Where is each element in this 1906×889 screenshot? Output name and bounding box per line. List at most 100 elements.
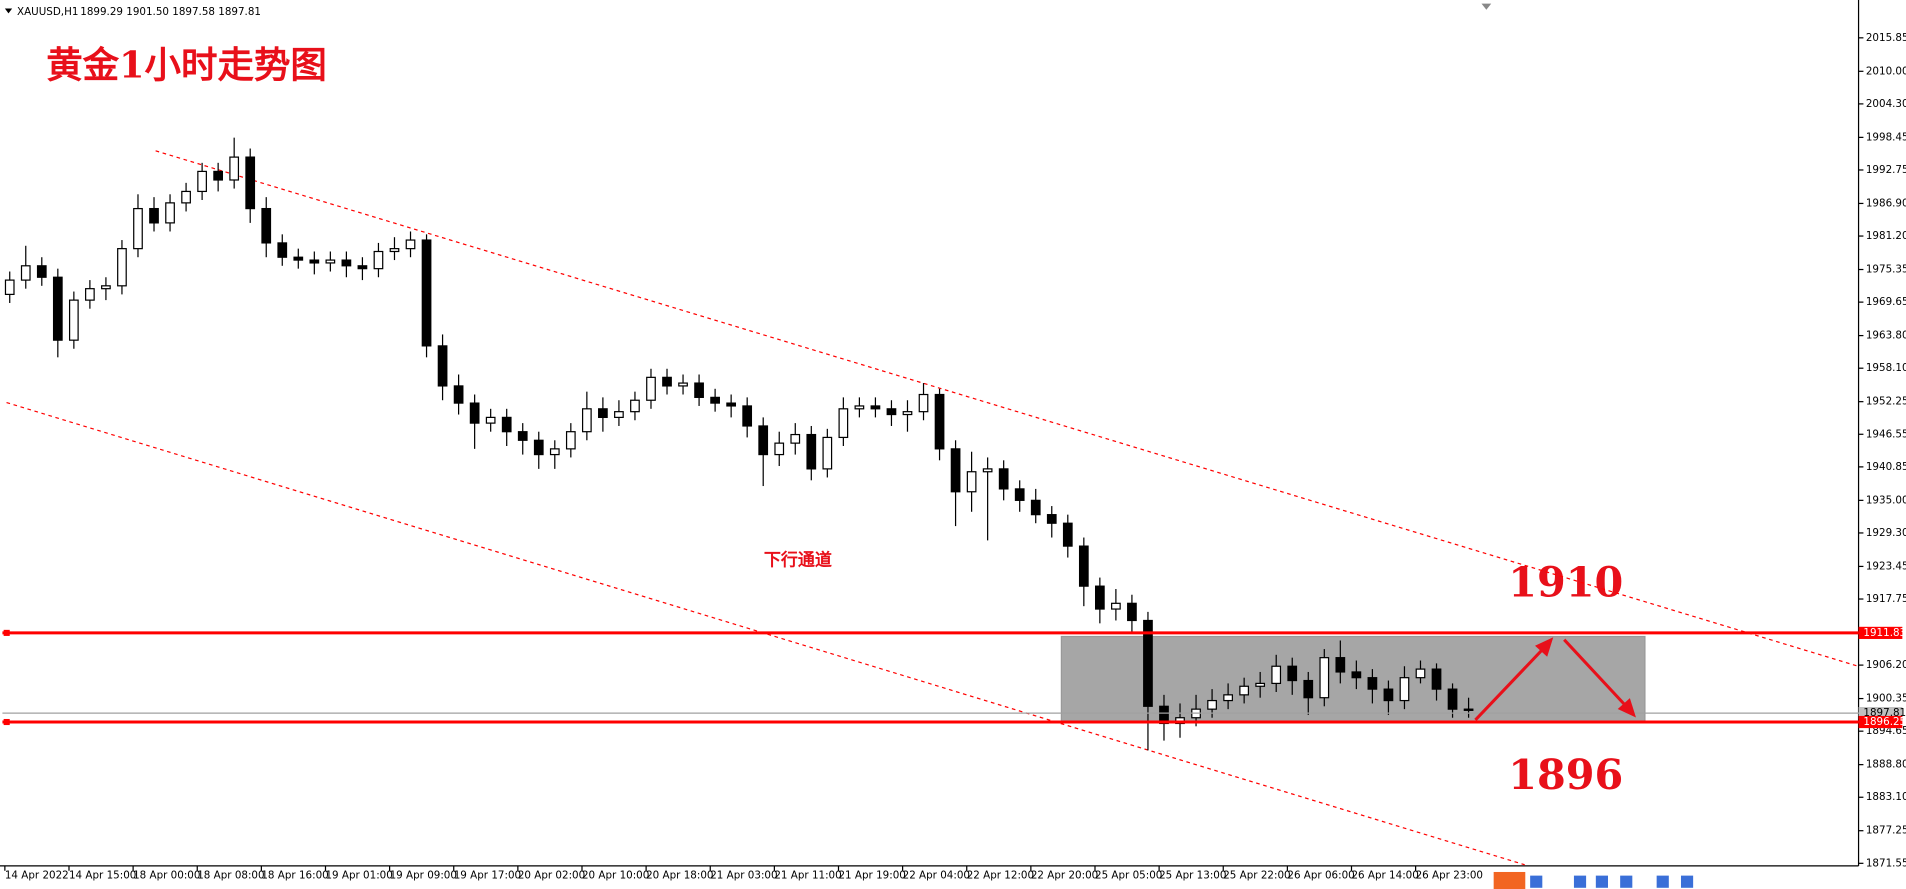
toolbar-icon[interactable] — [1493, 871, 1526, 889]
candle-body — [1447, 688, 1458, 710]
y-tick-label: 1975.35 — [1866, 264, 1906, 276]
candle-body — [4, 279, 15, 296]
candle-body — [437, 345, 448, 387]
level-handle — [3, 629, 10, 636]
y-tick-label: 1871.55 — [1866, 857, 1906, 869]
candle-body — [405, 239, 416, 250]
candle-body — [1351, 671, 1362, 679]
symbol: XAUUSD,H1 — [17, 6, 78, 18]
y-tick-label: 1969.65 — [1866, 296, 1906, 308]
candle-body — [678, 382, 688, 387]
candle-body — [790, 433, 801, 444]
candle-body — [918, 393, 929, 413]
candle-body — [822, 436, 833, 470]
candle-body — [165, 202, 175, 224]
candle-body — [1255, 682, 1266, 687]
x-tick-label: 18 Apr 16:00 — [261, 870, 328, 882]
candle-body — [726, 402, 737, 407]
y-tick-label: 1929.30 — [1866, 527, 1906, 539]
candle-body — [774, 442, 785, 456]
candle-body — [549, 448, 560, 456]
candle-body — [421, 239, 432, 347]
candle-body — [1111, 602, 1121, 610]
candle-body — [1431, 668, 1442, 690]
x-tick-label: 22 Apr 20:00 — [1031, 870, 1098, 882]
toolbar-icon[interactable] — [1530, 875, 1543, 888]
level-box — [1858, 626, 1903, 639]
symbol-marker — [4, 8, 13, 14]
candle-body — [309, 259, 320, 264]
chart-title: 黄金1小时走势图 — [46, 44, 327, 87]
candle-body — [998, 468, 1009, 490]
x-tick-label: 21 Apr 11:00 — [774, 870, 841, 882]
x-tick-label: 25 Apr 13:00 — [1159, 870, 1226, 882]
level-handle — [3, 718, 10, 726]
header-ohlc: 1899.29 1901.50 1897.58 1897.81 — [80, 6, 261, 18]
candle-body — [1143, 619, 1153, 707]
arrow-up — [1474, 643, 1549, 722]
candle-body — [85, 288, 95, 301]
toolbar-icon[interactable] — [1680, 875, 1694, 888]
candle-body — [469, 402, 480, 424]
candle-body — [197, 170, 207, 193]
candle-body — [1463, 708, 1474, 711]
candle-body — [598, 408, 608, 419]
x-tick-label: 25 Apr 05:00 — [1095, 870, 1162, 882]
candle-body — [854, 405, 865, 410]
candle-body — [1383, 688, 1394, 702]
candle-body — [1030, 499, 1041, 516]
candle-body — [36, 265, 47, 278]
candle-body — [966, 471, 977, 493]
candle-body — [101, 285, 111, 290]
candle-body — [133, 207, 143, 250]
level-label: 1896.25 — [1863, 716, 1906, 728]
candle-body — [758, 425, 769, 456]
candle-body — [950, 448, 961, 493]
candle-body — [229, 156, 240, 181]
y-tick-label: 1917.75 — [1866, 593, 1906, 605]
y-tick-label: 1958.10 — [1866, 362, 1906, 374]
shift-marker — [1481, 3, 1492, 10]
candle-body — [902, 411, 913, 416]
candle-body — [1207, 699, 1217, 710]
x-tick-label: 20 Apr 02:00 — [518, 870, 585, 882]
x-tick-label: 26 Apr 14:00 — [1351, 870, 1418, 882]
toolbar-icon[interactable] — [1656, 875, 1669, 888]
y-tick-label: 1992.75 — [1866, 164, 1906, 176]
candle-body — [68, 299, 79, 341]
candle-body — [1127, 602, 1137, 622]
y-tick-label: 1883.10 — [1866, 791, 1906, 803]
y-tick-label: 1923.45 — [1866, 560, 1906, 572]
arrow-down-head — [1617, 698, 1636, 718]
candle-body — [325, 259, 336, 264]
candle-body — [357, 265, 368, 270]
channel-line — [6, 401, 1525, 866]
candle-body — [213, 170, 224, 181]
y-tick-label: 1986.90 — [1866, 197, 1906, 209]
toolbar-icon[interactable] — [1620, 875, 1633, 888]
candle-body — [52, 276, 63, 341]
channel-line — [155, 150, 1859, 667]
candle-body — [1239, 685, 1250, 696]
y-tick-label: 1894.65 — [1866, 725, 1906, 737]
candle-body — [1062, 522, 1073, 547]
candle-body — [646, 376, 656, 401]
current-price-label: 1897.81 — [1863, 707, 1906, 719]
candle-body — [149, 207, 159, 224]
toolbar-icon[interactable] — [1573, 875, 1587, 888]
x-tick-label: 22 Apr 12:00 — [967, 870, 1034, 882]
candle-body — [277, 242, 288, 258]
candle-body — [453, 385, 464, 404]
x-tick-label: 19 Apr 09:00 — [390, 870, 457, 882]
candle-body — [742, 405, 753, 427]
y-tick-label: 1900.35 — [1866, 693, 1906, 705]
candle-body — [533, 439, 544, 456]
candle-body — [806, 433, 817, 470]
candle-body — [581, 408, 592, 433]
y-tick-label: 1963.80 — [1866, 330, 1906, 342]
y-tick-label: 1940.85 — [1866, 461, 1906, 473]
level-box — [1858, 715, 1903, 729]
toolbar-icon[interactable] — [1595, 875, 1608, 888]
